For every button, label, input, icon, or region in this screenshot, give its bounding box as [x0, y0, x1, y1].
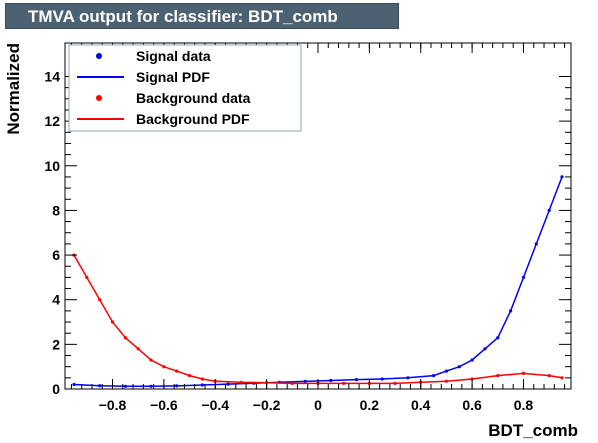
x-axis-label: BDT_comb: [488, 421, 578, 440]
series-point-signal-pdf: [380, 377, 384, 381]
series-point-signal-pdf: [560, 175, 564, 179]
series-point-signal-pdf: [509, 309, 513, 313]
y-tick-label: 4: [52, 292, 60, 308]
series-point-signal-pdf: [72, 382, 76, 387]
series-point-signal-pdf: [534, 242, 538, 246]
series-point-background-pdf: [123, 336, 127, 340]
chart-title: TMVA output for classifier: BDT_comb: [5, 3, 399, 29]
x-tick-label: 0.6: [462, 397, 482, 413]
series-point-background-pdf: [200, 377, 204, 381]
series-point-background-pdf: [188, 374, 192, 378]
series-point-signal-pdf: [483, 347, 487, 351]
x-tick-label: 0: [314, 397, 322, 413]
series-point-signal-pdf: [149, 384, 153, 388]
series-point-signal-pdf: [470, 358, 474, 362]
x-tick-label: −0.6: [150, 397, 178, 413]
legend-box: [68, 44, 302, 132]
series-point-background-pdf: [239, 380, 243, 384]
series-point-background-pdf: [175, 369, 179, 373]
series-point-signal-pdf: [406, 376, 410, 380]
series-point-signal-pdf: [175, 384, 179, 388]
legend-marker-signal-data: [96, 53, 102, 59]
x-tick-label: −0.8: [99, 397, 127, 413]
y-tick-label: 6: [52, 247, 60, 263]
legend-label-background-pdf: Background PDF: [136, 111, 250, 127]
series-line-background-pdf: [73, 254, 563, 385]
y-axis-label: Normalized: [4, 43, 23, 135]
series-point-background-pdf: [521, 371, 526, 375]
x-tick-label: 0.4: [411, 397, 431, 413]
series-point-background-pdf: [547, 374, 551, 378]
y-tick-label: 10: [44, 158, 60, 174]
series-point-signal-pdf: [98, 384, 102, 388]
series-point-background-pdf: [560, 376, 564, 380]
series-point-background-pdf: [444, 379, 448, 383]
series-point-signal-pdf: [457, 365, 461, 369]
y-tick-label: 8: [52, 202, 60, 218]
axis-layer: 0 2 4 6 8 10 12 14 −0.8 −0.6 −0.4 −0.2 0 0.2 0.4 0.6 0.8: [44, 43, 571, 413]
series-point-background-pdf: [110, 320, 115, 324]
series-point-signal-pdf: [354, 378, 359, 382]
series-point-signal-pdf: [303, 379, 307, 383]
series-point-background-pdf: [393, 381, 397, 385]
x-tick-label: −0.2: [253, 397, 281, 413]
series-point-signal-pdf: [521, 275, 526, 279]
series-point-signal-pdf: [496, 336, 500, 340]
y-tick-label: 0: [52, 381, 60, 397]
series-point-background-pdf: [98, 298, 102, 302]
series-point-background-pdf: [149, 358, 153, 362]
series-point-signal-pdf: [547, 208, 551, 212]
series-point-background-pdf: [162, 365, 166, 369]
legend-label-signal-data: Signal data: [136, 48, 211, 64]
series-point-background-pdf: [496, 374, 500, 378]
series-point-signal-pdf: [432, 374, 436, 378]
x-tick-label: 0.8: [514, 397, 534, 413]
series-point-signal-pdf: [444, 369, 448, 373]
legend-label-background-data: Background data: [136, 90, 251, 106]
legend: Signal data Signal PDF Background data Back…: [68, 44, 302, 132]
series-point-background-pdf: [342, 381, 346, 385]
series-point-background-pdf: [85, 275, 89, 279]
y-tick-label: 14: [44, 68, 60, 84]
x-tick-label: −0.4: [201, 397, 229, 413]
legend-marker-background-data: [96, 95, 102, 101]
legend-label-signal-pdf: Signal PDF: [136, 69, 210, 85]
series-point-signal-pdf: [200, 383, 204, 387]
series-point-signal-pdf: [123, 384, 127, 388]
data-layer: [72, 175, 564, 388]
y-tick-label: 2: [52, 336, 60, 352]
x-tick-label: 0.2: [360, 397, 380, 413]
y-tick-label: 12: [44, 113, 60, 129]
series-point-background-pdf: [290, 381, 294, 385]
series-point-background-pdf: [136, 347, 140, 351]
series-point-signal-pdf: [226, 382, 230, 386]
series-point-signal-pdf: [329, 378, 333, 383]
